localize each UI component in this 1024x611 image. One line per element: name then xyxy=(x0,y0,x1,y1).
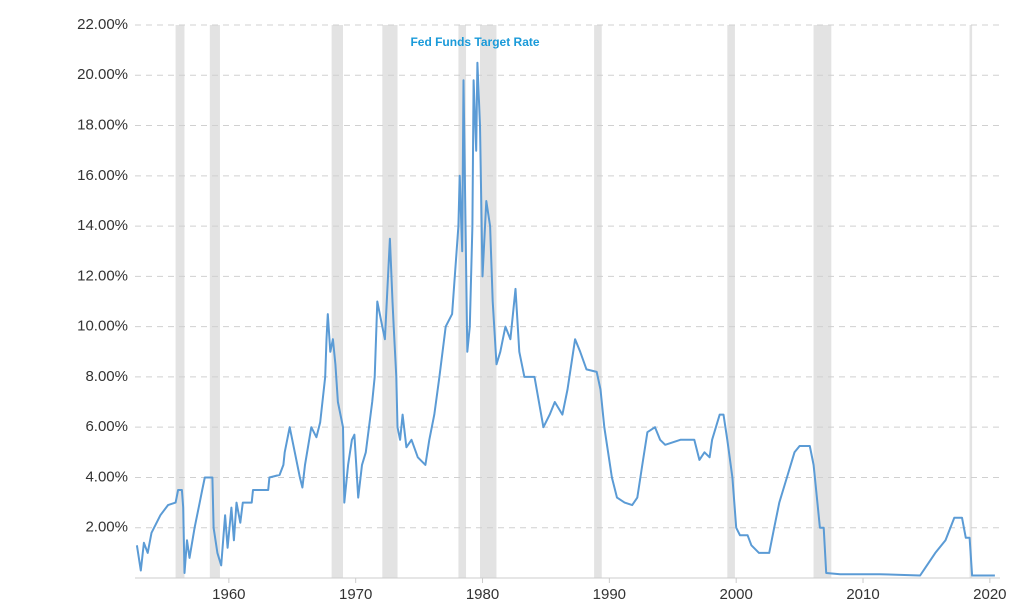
y-tick-label: 22.00% xyxy=(77,16,128,33)
series-line xyxy=(135,61,995,577)
recession-band xyxy=(382,25,398,578)
y-tick-label: 8.00% xyxy=(85,368,128,385)
y-tick-label: 14.00% xyxy=(77,217,128,234)
y-tick-label: 2.00% xyxy=(85,519,128,536)
recession-band xyxy=(969,25,973,578)
recession-band xyxy=(813,25,832,578)
y-tick-label: 16.00% xyxy=(77,167,128,184)
recession-band xyxy=(331,25,344,578)
y-tick-label: 6.00% xyxy=(85,418,128,435)
series-label: Fed Funds Target Rate xyxy=(410,35,539,49)
y-tick-label: 10.00% xyxy=(77,318,128,335)
y-tick-label: 18.00% xyxy=(77,117,128,134)
x-tick-label: 1980 xyxy=(466,586,499,603)
x-tick-label: 2000 xyxy=(720,586,753,603)
recession-band xyxy=(458,25,467,578)
x-tick-label: 1970 xyxy=(339,586,372,603)
x-tick-label: 1990 xyxy=(593,586,626,603)
x-tick-label: 2010 xyxy=(846,586,879,603)
y-tick-label: 4.00% xyxy=(85,468,128,485)
y-tick-label: 20.00% xyxy=(77,66,128,83)
x-tick-label: 1960 xyxy=(212,586,245,603)
x-tick-label: 2020 xyxy=(973,586,1006,603)
recession-band xyxy=(594,25,602,578)
recession-band xyxy=(209,25,220,578)
recession-band xyxy=(175,25,185,578)
recession-band xyxy=(479,25,497,578)
recession-band xyxy=(727,25,735,578)
y-tick-label: 12.00% xyxy=(77,267,128,284)
